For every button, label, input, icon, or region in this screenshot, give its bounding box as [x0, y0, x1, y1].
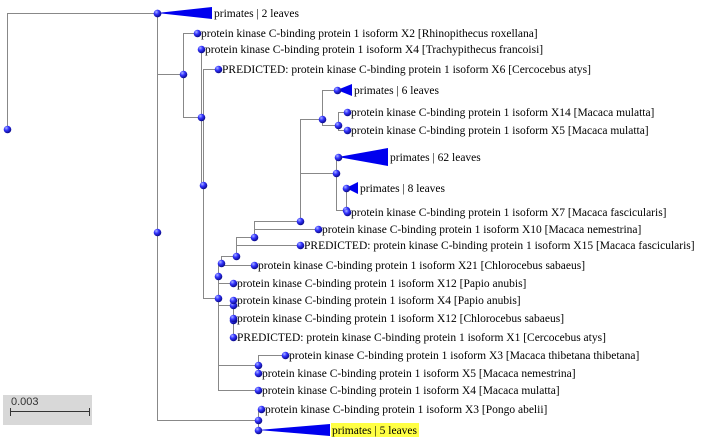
tree-node-dot[interactable]	[214, 272, 223, 281]
tree-node-dot[interactable]	[333, 86, 342, 95]
tree-node-dot[interactable]	[254, 426, 263, 435]
leaf-label[interactable]: protein kinase C-binding protein 1 isofo…	[351, 125, 649, 137]
tree-node-dot[interactable]	[254, 416, 263, 425]
tree-node-dot[interactable]	[250, 233, 259, 242]
branch-n9	[236, 237, 255, 257]
leaf-label[interactable]: protein kinase C-binding protein 1 isofo…	[322, 224, 641, 236]
tree-node-dot[interactable]	[343, 208, 352, 217]
branch-L_x4mm	[218, 298, 259, 391]
scale-bar-line	[10, 408, 90, 416]
leaf-label[interactable]: protein kinase C-binding protein 1 isofo…	[258, 260, 585, 272]
collapsed-clade-label[interactable]: primates | 62 leaves	[390, 152, 481, 164]
leaf-highlights	[331, 423, 420, 437]
collapsed-clade-label[interactable]: primates | 8 leaves	[360, 183, 446, 195]
tree-node-dot[interactable]	[334, 121, 343, 130]
tree-node-dot[interactable]	[193, 29, 202, 38]
branch-n18	[157, 232, 259, 421]
tree-node-dot[interactable]	[229, 333, 238, 342]
branch-n13	[300, 173, 337, 222]
leaf-highlight	[331, 423, 420, 437]
tree-node-dot[interactable]	[229, 296, 238, 305]
tree-node-dot[interactable]	[3, 125, 12, 134]
leaf-labels: primates | 2 leaves protein kinase C-bind…	[201, 8, 695, 437]
scale-bar-legend: 0.003	[3, 395, 92, 425]
tree-node-dot[interactable]	[296, 241, 305, 250]
collapsed-clade-triangle[interactable]	[338, 148, 388, 166]
tree-node-dot[interactable]	[318, 115, 327, 124]
branch-n_x2	[157, 74, 184, 233]
tree-node-dot[interactable]	[254, 361, 263, 370]
branch-L_x21cs	[221, 263, 255, 266]
leaf-label[interactable]: protein kinase C-binding protein 1 isofo…	[262, 385, 560, 397]
collapsed-clade-label[interactable]: primates | 6 leaves	[354, 85, 440, 97]
tree-node-dot[interactable]	[179, 70, 188, 79]
tree-node-dot[interactable]	[217, 259, 226, 268]
branch-n3	[183, 74, 202, 118]
tree-node-dot[interactable]	[257, 405, 266, 414]
leaf-label[interactable]: protein kinase C-binding protein 1 isofo…	[237, 278, 526, 290]
tree-node-dot[interactable]	[296, 217, 305, 226]
scale-value-label: 0.003	[11, 396, 39, 408]
tree-node-dot[interactable]	[229, 314, 238, 323]
branch-L_primates6	[322, 90, 338, 120]
tree-node-dot[interactable]	[334, 153, 343, 162]
collapsed-clade-triangle[interactable]	[337, 84, 352, 96]
leaf-label[interactable]: protein kinase C-binding protein 1 isofo…	[351, 107, 654, 119]
tree-node-dot[interactable]	[197, 45, 206, 54]
tree-nodes	[3, 9, 352, 435]
leaf-label[interactable]: PREDICTED: protein kinase C-binding prot…	[304, 240, 695, 252]
leaf-label[interactable]: protein kinase C-binding protein 1 isofo…	[289, 350, 639, 362]
tree-node-dot[interactable]	[199, 181, 208, 190]
tree-node-dot[interactable]	[343, 126, 352, 135]
branch-L_x10mn	[254, 229, 319, 238]
leaf-label[interactable]: protein kinase C-binding protein 1 isofo…	[201, 28, 538, 40]
branch-L_x15mf	[236, 245, 301, 257]
tree-node-dot[interactable]	[197, 113, 206, 122]
branch-n14	[336, 173, 347, 211]
leaf-label[interactable]: protein kinase C-binding protein 1 isofo…	[262, 368, 576, 380]
tree-node-dot[interactable]	[153, 228, 162, 237]
leaf-label[interactable]: protein kinase C-binding protein 1 isofo…	[205, 44, 543, 56]
tree-node-dot[interactable]	[332, 169, 341, 178]
collapsed-clade-label[interactable]: primates | 2 leaves	[214, 8, 300, 20]
collapsed-clades	[157, 7, 388, 436]
tree-node-dot[interactable]	[232, 252, 241, 261]
collapsed-clade-triangle[interactable]	[346, 182, 358, 194]
branch-L_x3mt	[258, 355, 286, 366]
branch-L_x6ca	[203, 69, 219, 186]
collapsed-clade-label[interactable]: primates | 5 leaves	[332, 425, 418, 437]
leaf-label[interactable]: PREDICTED: protein kinase C-binding prot…	[222, 64, 591, 76]
collapsed-clade-triangle[interactable]	[258, 424, 330, 436]
branch-L_x2	[183, 33, 198, 75]
branch-n_left	[7, 13, 158, 130]
tree-node-dot[interactable]	[343, 108, 352, 117]
tree-node-dot[interactable]	[250, 261, 259, 270]
tree-node-dot[interactable]	[214, 294, 223, 303]
collapsed-clade-triangle[interactable]	[157, 7, 212, 19]
tree-node-dot[interactable]	[254, 386, 263, 395]
tree-node-dot[interactable]	[229, 279, 238, 288]
leaf-label[interactable]: protein kinase C-binding protein 1 isofo…	[237, 313, 564, 325]
tree-node-dot[interactable]	[342, 184, 351, 193]
tree-node-dot[interactable]	[214, 65, 223, 74]
tree-node-dot[interactable]	[153, 9, 162, 18]
branch-n5	[203, 185, 219, 299]
leaf-label[interactable]: protein kinase C-binding protein 1 isofo…	[351, 207, 667, 219]
tree-node-dot[interactable]	[281, 351, 290, 360]
tree-node-dot[interactable]	[314, 225, 323, 234]
leaf-label[interactable]: protein kinase C-binding protein 1 isofo…	[265, 404, 547, 416]
leaf-label[interactable]: protein kinase C-binding protein 1 isofo…	[237, 295, 521, 307]
branch-n11	[300, 119, 323, 222]
tree-node-dot[interactable]	[254, 369, 263, 378]
leaf-label[interactable]: PREDICTED: protein kinase C-binding prot…	[237, 332, 606, 344]
